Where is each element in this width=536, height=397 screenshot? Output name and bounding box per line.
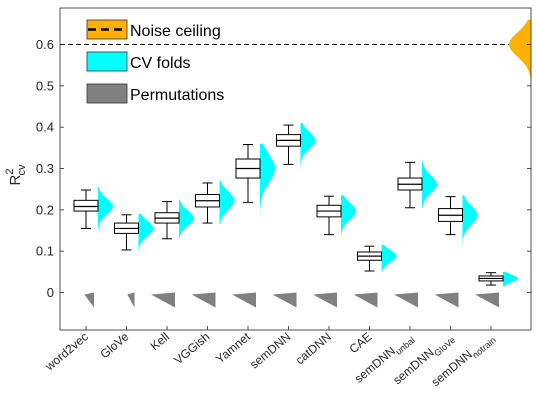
y-tick-label: 0.3 <box>36 161 54 176</box>
permutation-distribution-word2vec <box>84 292 94 308</box>
cv-fold-distributions <box>98 123 518 287</box>
box-plots <box>73 124 504 286</box>
legend-permutations-label: Permutations <box>130 87 224 104</box>
permutation-distributions <box>84 292 499 308</box>
x-tick-label-cae: CAE <box>347 330 375 357</box>
permutation-distribution-semdnn <box>272 292 297 308</box>
x-tick-label-semdnn-notrain: semDNNnotrain <box>429 330 498 392</box>
cv-fold-distribution-semdnn-unbal <box>422 160 437 208</box>
permutation-distribution-kell <box>151 292 175 308</box>
cv-fold-distribution-vggish <box>219 180 235 225</box>
svg-text:R2cv: R2cv <box>4 164 28 185</box>
y-tick-label: 0.2 <box>36 202 54 217</box>
x-tick-label-kell: Kell <box>148 330 172 354</box>
plot-area <box>60 8 531 330</box>
legend-noise-ceiling-label: Noise ceiling <box>130 23 221 40</box>
y-ticks: 0 0.1 0.2 0.3 0.4 0.5 0.6 <box>36 37 531 300</box>
axes-frame <box>59 7 532 331</box>
legend: Noise ceiling CV folds Permutations <box>86 19 224 104</box>
cv-fold-distribution-semdnn-notrain <box>503 271 518 287</box>
noise-ceiling-distribution <box>509 19 531 103</box>
cv-fold-distribution-word2vec <box>98 187 113 243</box>
y-axis-label: R2cv <box>4 164 28 185</box>
y-tick-label: 0.6 <box>36 37 54 52</box>
y-tick-label: 0 <box>47 285 54 300</box>
cv-fold-distribution-yamnet <box>260 143 275 227</box>
x-tick-label-catdnn: catDNN <box>293 330 334 368</box>
permutation-distribution-semdnn-glove <box>434 292 459 308</box>
noise-ceiling-mark <box>509 19 531 103</box>
x-tick-label-vggish: VGGish <box>171 330 212 368</box>
permutation-distribution-semdnn-notrain <box>475 292 499 308</box>
x-tick-label-word2vec: word2vec <box>42 330 91 374</box>
permutation-distribution-glove <box>127 292 135 308</box>
y-tick-label: 0.1 <box>36 244 54 259</box>
axes <box>59 7 532 331</box>
cv-fold-distribution-glove <box>138 213 154 252</box>
permutation-distribution-cae <box>353 292 378 308</box>
cv-fold-distribution-cae <box>381 244 397 272</box>
permutation-distribution-vggish <box>191 292 216 308</box>
legend-cv-folds-label: CV folds <box>130 55 190 72</box>
legend-permutations-swatch <box>86 83 128 104</box>
x-tick-label-glove: GloVe <box>97 329 131 361</box>
legend-cv-folds-swatch <box>86 51 128 72</box>
box-word2vec <box>73 199 99 212</box>
cv-fold-distribution-semdnn <box>300 123 316 175</box>
permutation-distribution-catdnn <box>313 292 337 308</box>
plot-background <box>60 8 531 330</box>
cv-fold-distribution-semdnn-glove <box>462 195 478 254</box>
permutation-distribution-semdnn-unbal <box>394 292 418 308</box>
cv-fold-distribution-catdnn <box>341 195 356 250</box>
permutation-distribution-yamnet <box>232 292 256 308</box>
y-tick-label: 0.4 <box>36 120 54 135</box>
y-tick-label: 0.5 <box>36 78 54 93</box>
cv-fold-distribution-kell <box>179 199 194 239</box>
x-tick-label-semdnn: semDNN <box>247 330 293 372</box>
